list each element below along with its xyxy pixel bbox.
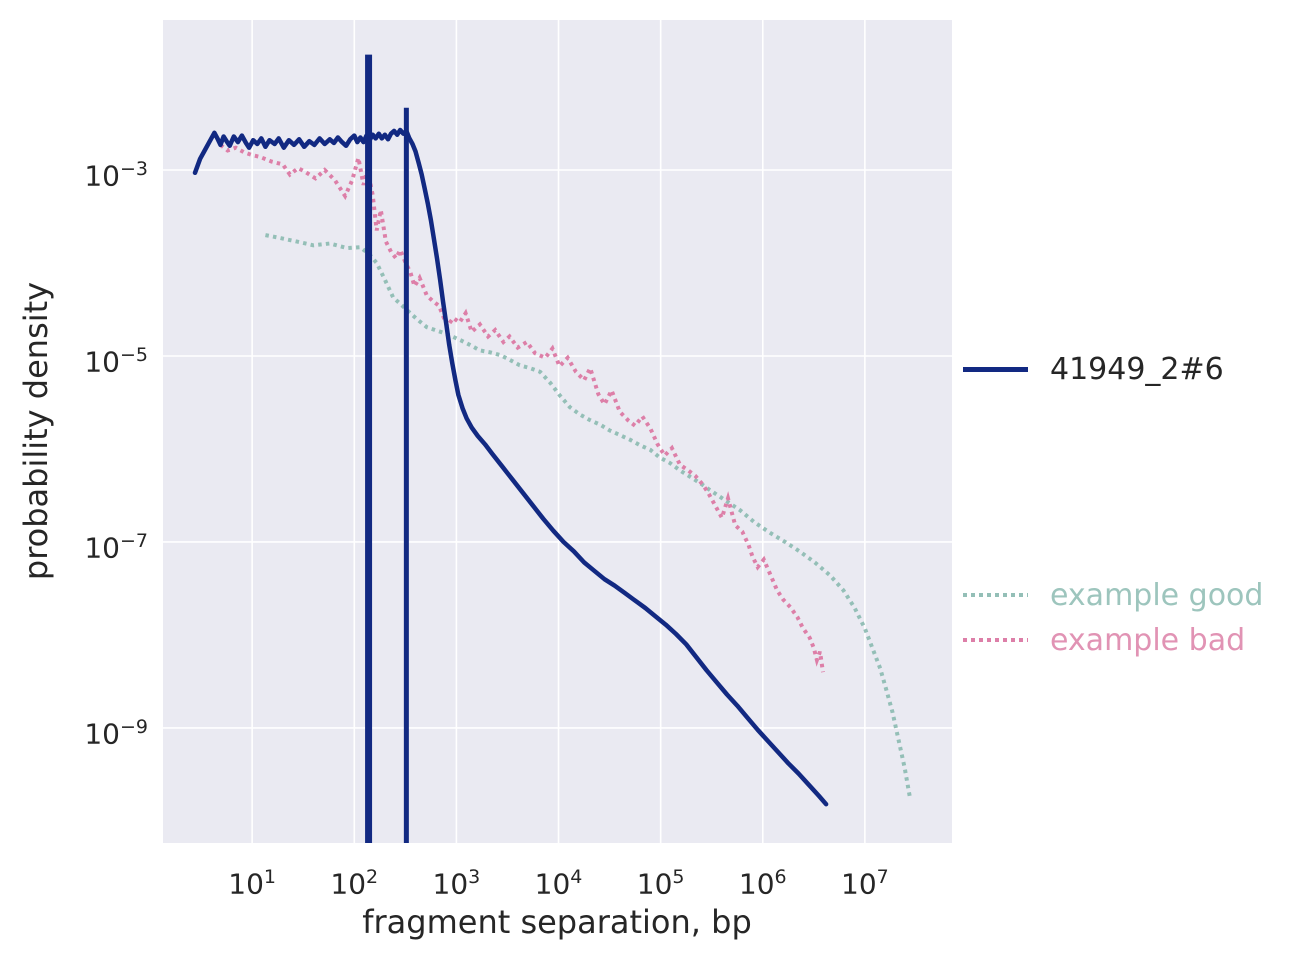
y-tick-label: 10−7	[84, 529, 148, 565]
x-tick-label: 106	[738, 866, 787, 901]
x-tick-label: 103	[432, 866, 481, 901]
legend-line-swatch-dotted	[963, 592, 1028, 598]
series-line-41949-2-6	[192, 127, 829, 807]
legend-item-example-bad: example bad	[963, 618, 1245, 662]
legend-item-example-good: example good	[963, 573, 1263, 617]
legend-label: example good	[1050, 577, 1264, 613]
x-tick-label: 104	[534, 866, 583, 901]
legend-item-sample: 41949_2#6	[963, 347, 1224, 391]
y-tick-label: 10−3	[84, 157, 148, 193]
x-tick-label: 101	[228, 866, 277, 901]
legend-line-swatch-solid	[963, 366, 1028, 372]
x-tick-label: 107	[841, 866, 889, 901]
x-axis-title: fragment separation, bp	[362, 903, 752, 941]
legend-label: 41949_2#6	[1050, 351, 1224, 387]
legend-label: example bad	[1050, 622, 1246, 658]
series-group	[192, 54, 912, 843]
series-line-example-good	[265, 233, 912, 798]
plot-background	[163, 20, 952, 843]
y-tick-label: 10−9	[84, 715, 148, 751]
x-tick-label: 102	[330, 866, 379, 901]
legend-line-swatch-dotted	[963, 637, 1028, 643]
x-tick-label: 105	[636, 866, 685, 901]
y-tick-label: 10−5	[84, 343, 148, 379]
y-axis-title: probability density	[17, 281, 55, 581]
